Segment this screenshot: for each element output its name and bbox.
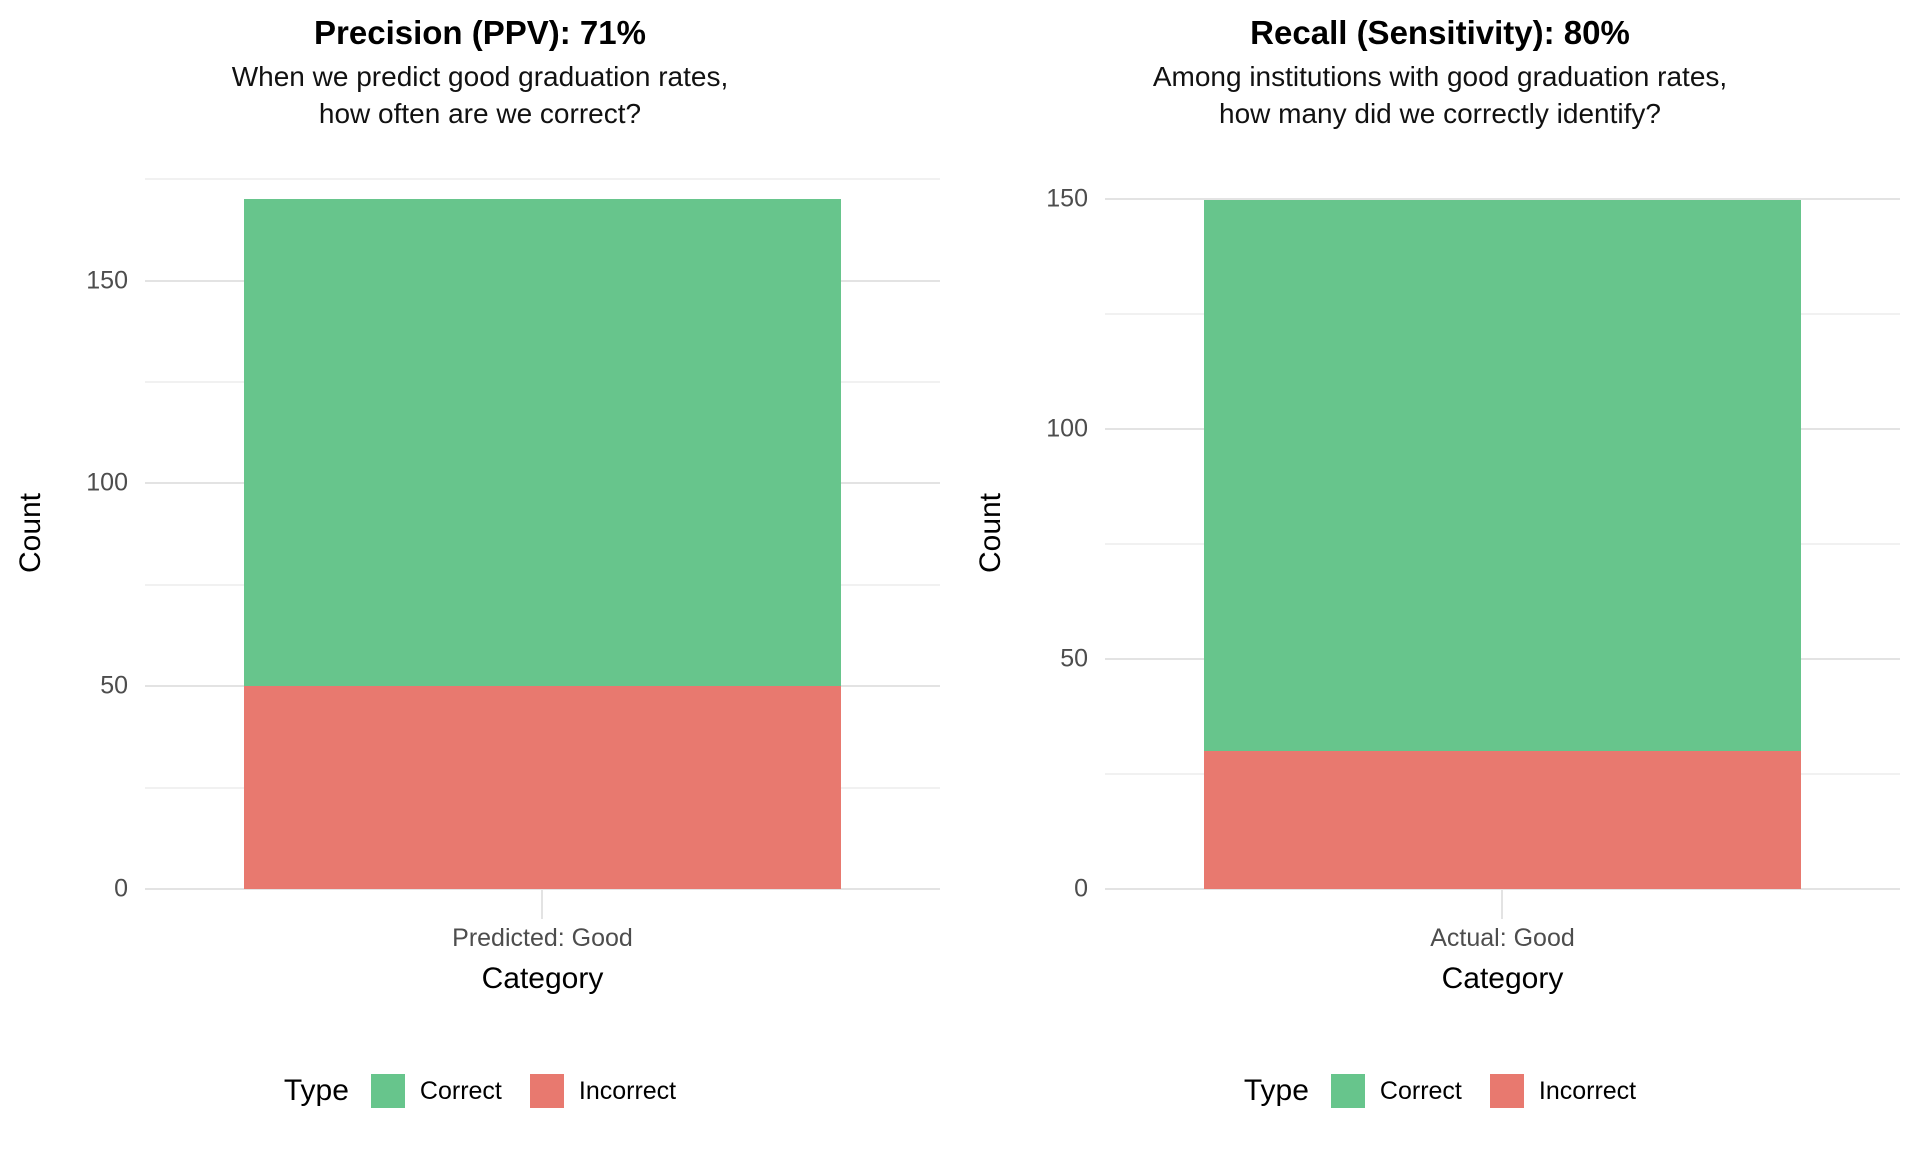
legend-swatch-correct bbox=[1330, 1074, 1365, 1108]
x-axis-title: Category bbox=[481, 962, 604, 995]
chart-subtitle: When we predict good graduation rates, h… bbox=[0, 58, 960, 132]
y-tick-label: 100 bbox=[1046, 414, 1088, 443]
legend-title: Type bbox=[283, 1074, 349, 1107]
y-tick-labels: 0 50 100 150 bbox=[960, 165, 1088, 903]
x-tick-mark bbox=[541, 890, 543, 919]
bar-segment-incorrect bbox=[1204, 751, 1801, 889]
chart-subtitle-line1: Among institutions with good graduation … bbox=[1152, 61, 1728, 92]
major-gridline bbox=[145, 888, 940, 890]
major-gridline bbox=[1105, 888, 1900, 890]
y-tick-label: 100 bbox=[86, 468, 128, 497]
x-tick-label: Predicted: Good bbox=[452, 924, 633, 952]
legend-label-correct: Correct bbox=[419, 1076, 502, 1105]
x-tick-mark bbox=[1501, 890, 1503, 919]
x-tick-label: Actual: Good bbox=[1430, 924, 1575, 952]
legend-swatch-incorrect bbox=[529, 1074, 564, 1108]
plot-panel bbox=[1105, 165, 1900, 890]
legend-label-incorrect: Incorrect bbox=[578, 1076, 677, 1105]
stacked-bar bbox=[1204, 199, 1801, 889]
chart-title: Recall (Sensitivity): 80% bbox=[1250, 14, 1630, 51]
y-tick-label: 150 bbox=[86, 266, 128, 295]
chart-subtitle: Among institutions with good graduation … bbox=[960, 58, 1920, 132]
chart-subtitle-line2: how many did we correctly identify? bbox=[1219, 98, 1661, 129]
y-tick-label: 150 bbox=[1046, 184, 1088, 213]
chart-subtitle-line1: When we predict good graduation rates, bbox=[231, 61, 729, 92]
legend-swatch-incorrect bbox=[1489, 1074, 1524, 1108]
bar-segment-correct bbox=[244, 199, 841, 687]
y-tick-label: 0 bbox=[114, 874, 128, 903]
recall-chart: Recall (Sensitivity): 80% Among institut… bbox=[960, 0, 1920, 1152]
plot-panel bbox=[145, 165, 940, 890]
chart-title: Precision (PPV): 71% bbox=[314, 14, 646, 51]
chart-subtitle-line2: how often are we correct? bbox=[318, 98, 642, 129]
legend: Type Correct Incorrect bbox=[960, 1068, 1920, 1114]
legend-swatch-correct bbox=[370, 1074, 405, 1108]
legend-label-correct: Correct bbox=[1379, 1076, 1462, 1105]
legend-label-incorrect: Incorrect bbox=[1538, 1076, 1637, 1105]
y-tick-label: 50 bbox=[100, 671, 128, 700]
bar-segment-correct bbox=[1204, 199, 1801, 752]
x-axis-title: Category bbox=[1441, 962, 1564, 995]
bar-segment-incorrect bbox=[244, 686, 841, 889]
major-gridline bbox=[1105, 198, 1900, 201]
stacked-bar bbox=[244, 199, 841, 889]
y-tick-label: 0 bbox=[1074, 874, 1088, 903]
y-tick-labels: 0 50 100 150 bbox=[0, 165, 128, 902]
legend-title: Type bbox=[1243, 1074, 1309, 1107]
minor-gridline bbox=[145, 178, 940, 181]
legend: Type Correct Incorrect bbox=[0, 1068, 960, 1114]
y-tick-label: 50 bbox=[1060, 644, 1088, 673]
precision-chart: Precision (PPV): 71% When we predict goo… bbox=[0, 14, 960, 1114]
